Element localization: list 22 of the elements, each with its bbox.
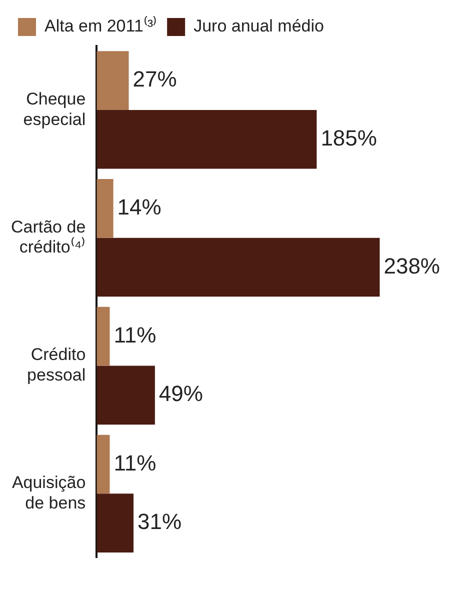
data-label: 185% bbox=[320, 125, 377, 150]
bar bbox=[96, 238, 380, 297]
bar bbox=[96, 51, 129, 110]
data-label: 14% bbox=[117, 194, 162, 220]
bar bbox=[96, 434, 110, 494]
legend-label: Alta em 2011⁽³⁾ bbox=[44, 16, 158, 36]
bar bbox=[96, 179, 114, 238]
data-label: 11% bbox=[114, 450, 156, 476]
y-tick-label: Aquisição de bens bbox=[12, 473, 86, 513]
y-tick-label: Crédito pessoal bbox=[27, 345, 86, 385]
y-tick-label: Cartão de crédito⁽⁴⁾ bbox=[10, 217, 86, 257]
bar bbox=[96, 306, 110, 366]
data-label: 27% bbox=[132, 66, 177, 92]
data-label: 49% bbox=[158, 381, 203, 406]
data-label: 31% bbox=[138, 509, 182, 534]
data-label: 11% bbox=[114, 322, 156, 348]
legend-label: Juro anual médio bbox=[194, 16, 324, 36]
data-label: 238% bbox=[384, 253, 440, 278]
bar bbox=[96, 494, 134, 552]
bar bbox=[96, 366, 155, 425]
bar bbox=[96, 110, 317, 169]
y-tick-label: Cheque especial bbox=[23, 89, 86, 129]
